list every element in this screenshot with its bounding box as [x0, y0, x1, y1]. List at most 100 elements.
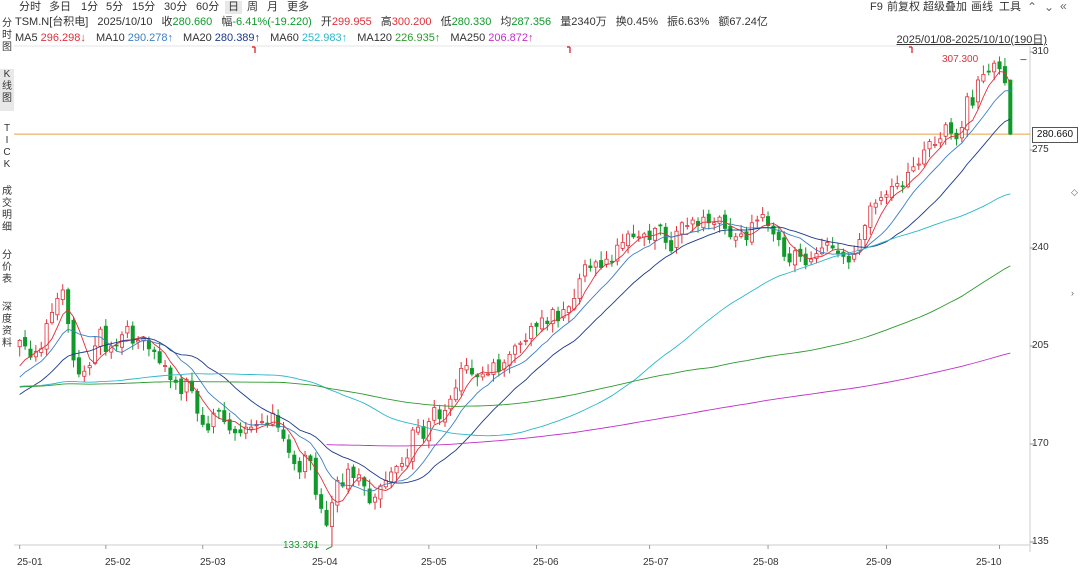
side-tab-tick-label: TICK [3, 123, 11, 170]
change-field: 幅-6.41%(-19.220) [221, 16, 312, 28]
candle-body [87, 365, 92, 369]
side-tab-tick[interactable]: TICK [0, 123, 14, 175]
y-tick-label: 310 [1032, 46, 1049, 57]
low-label: 低 [440, 16, 452, 28]
candle-body [529, 325, 534, 340]
candle-body [679, 222, 684, 235]
candle-body [103, 325, 108, 353]
candle-body [975, 79, 981, 103]
ma20-line [19, 118, 1011, 484]
side-tab-timeshare[interactable]: 分时图 [0, 18, 14, 60]
back-arrows-icon[interactable]: « [1060, 0, 1067, 13]
side-tab-kline-label: K线图 [2, 69, 12, 104]
period-tab-more[interactable]: 更多 [287, 1, 309, 13]
ma5-legend: MA5 296.298↓ [15, 32, 86, 44]
amplitude-label: 振 [667, 16, 679, 28]
side-tab-depth[interactable]: 深度资料 [0, 302, 14, 354]
candle-body [696, 220, 701, 226]
scroll-right-icon[interactable]: › [1071, 288, 1074, 298]
candle-body [389, 471, 394, 483]
candle-body [706, 213, 711, 224]
candle-body [44, 323, 49, 350]
candle-body [884, 194, 889, 198]
candle-body [534, 323, 539, 327]
candle-body [997, 61, 1002, 70]
ma120-name: MA120 [357, 32, 393, 44]
open-label: 开 [320, 16, 332, 28]
adjust-button[interactable]: 前复权 [887, 1, 920, 13]
candle-body [211, 412, 216, 428]
candle-body [157, 351, 162, 364]
minimize-icon[interactable]: ⌄ [1044, 0, 1055, 14]
candle-body [922, 149, 927, 165]
date-range-label[interactable]: 2025/01/08-2025/10/10(190日) [896, 34, 1047, 46]
ma60-legend: MA60 252.983↑ [270, 32, 347, 44]
ma5-value: 296.298↓ [40, 32, 86, 44]
y-tick-label: 275 [1032, 144, 1049, 155]
ma250-legend: MA250 206.872↑ [450, 32, 533, 44]
candle-body [582, 264, 588, 277]
amount-value: 67.24亿 [729, 16, 768, 28]
candle-body [846, 255, 851, 263]
side-tab-depth-label: 深度资料 [2, 302, 12, 349]
candle-body [130, 325, 135, 344]
candle-body [949, 122, 954, 134]
candle-body [685, 225, 690, 228]
period-tab-60min[interactable]: 60分 [196, 1, 220, 13]
candle-body [609, 260, 614, 263]
period-tab-5min[interactable]: 5分 [106, 1, 124, 13]
side-tab-price-table[interactable]: 分价表 [0, 250, 14, 292]
ma20-legend: MA20 280.389↑ [183, 32, 260, 44]
side-tab-kline[interactable]: K线图 [0, 69, 14, 111]
event-marker [567, 46, 571, 53]
side-tab-trades[interactable]: 成交明细 [0, 186, 14, 238]
avg-value: 287.356 [511, 16, 552, 28]
candle-body [33, 351, 38, 358]
high-label: 高 [380, 16, 392, 28]
candle-body [615, 244, 620, 262]
volume-field: 量2340万 [560, 16, 606, 28]
ma10-line [19, 90, 1011, 492]
ma250-value: 206.872↑ [488, 32, 534, 44]
candle-body [830, 245, 835, 249]
candle-body [868, 205, 873, 228]
overlay-button[interactable]: 超级叠加 [923, 1, 967, 13]
draw-line-button[interactable]: 画线 [971, 1, 993, 13]
candle-body [792, 250, 797, 266]
period-tab-month[interactable]: 月 [267, 1, 278, 13]
f9-button[interactable]: F9 [870, 1, 883, 13]
candle-body [286, 439, 291, 453]
candle-body [17, 339, 22, 348]
candle-body [146, 339, 151, 350]
period-tab-timeshare[interactable]: 分时 [19, 1, 41, 13]
candle-body [712, 222, 717, 225]
collapse-icon[interactable]: ⌃ [1027, 0, 1038, 14]
candle-body [728, 226, 733, 238]
candle-body [776, 231, 781, 241]
period-tab-1min[interactable]: 1分 [81, 1, 99, 13]
candle-body [970, 97, 975, 106]
period-tab-30min[interactable]: 30分 [164, 1, 188, 13]
last-price-tag: 280.660 [1032, 127, 1078, 143]
period-tab-week[interactable]: 周 [247, 1, 258, 13]
ma5-line [19, 71, 1011, 503]
close-field: 收280.660 [162, 16, 213, 28]
candle-body [469, 368, 474, 375]
candle-body [674, 230, 679, 248]
period-tab-day[interactable]: 日 [225, 1, 242, 14]
tools-button[interactable]: 工具 [999, 1, 1021, 13]
candle-body [28, 348, 33, 358]
candle-body [900, 185, 905, 188]
candle-body [66, 289, 71, 324]
candle-body [981, 74, 986, 82]
x-tick-label: 25-08 [753, 557, 779, 568]
period-tab-15min[interactable]: 15分 [132, 1, 156, 13]
volume-label: 量 [560, 16, 572, 28]
scroll-up-icon[interactable]: ◇ [1071, 187, 1078, 197]
candle-body [755, 219, 760, 222]
amount-label: 额 [718, 16, 730, 28]
candle-body [303, 454, 308, 473]
period-tab-multiday[interactable]: 多日 [49, 1, 71, 13]
candle-body [313, 457, 318, 495]
